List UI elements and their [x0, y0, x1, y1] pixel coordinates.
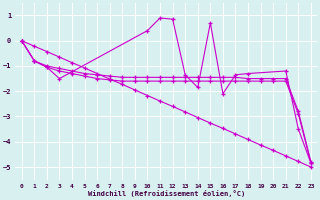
- X-axis label: Windchill (Refroidissement éolien,°C): Windchill (Refroidissement éolien,°C): [88, 190, 245, 197]
